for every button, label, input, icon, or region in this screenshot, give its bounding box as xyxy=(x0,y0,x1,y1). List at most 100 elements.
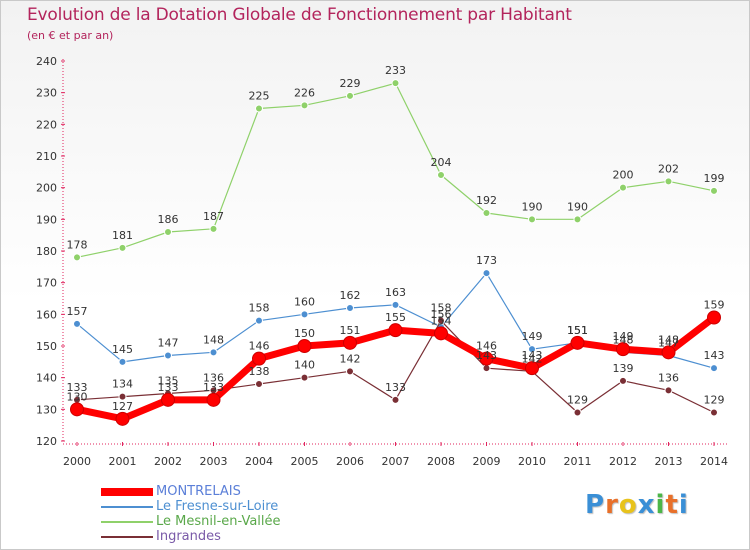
chart-data-labels: 178 181 186 187 225 226 229 233 204 192 190 190 200 2… xyxy=(67,64,725,413)
data-label: 163 xyxy=(385,286,406,299)
data-point xyxy=(206,392,221,407)
data-point xyxy=(297,339,312,353)
data-label: 127 xyxy=(112,400,133,413)
data-point xyxy=(616,342,630,357)
data-label: 160 xyxy=(294,295,315,308)
x-tick-label: 2010 xyxy=(518,455,546,468)
series-le-mesnil-en-vall-e xyxy=(73,79,718,262)
data-label: 129 xyxy=(704,394,725,407)
data-point xyxy=(525,361,539,376)
y-tick-label: 190 xyxy=(36,213,57,226)
data-label: 149 xyxy=(522,330,543,343)
data-point xyxy=(255,104,263,113)
data-label: 173 xyxy=(476,254,497,267)
data-point xyxy=(255,380,263,388)
data-label: 146 xyxy=(476,340,497,353)
data-point xyxy=(482,209,491,217)
data-point xyxy=(346,367,354,376)
y-tick-label: 150 xyxy=(36,340,57,353)
x-tick-label: 2000 xyxy=(63,455,91,468)
y-tick-label: 200 xyxy=(36,182,57,195)
legend-swatch xyxy=(101,521,153,523)
data-label: 136 xyxy=(658,371,679,384)
y-tick-label: 220 xyxy=(36,118,57,131)
data-label: 190 xyxy=(567,200,588,213)
data-point xyxy=(346,91,354,100)
chart-subtitle: (en € et par an) xyxy=(27,29,114,42)
x-tick-label: 2001 xyxy=(109,455,137,468)
data-point xyxy=(391,79,400,88)
y-tick-label: 140 xyxy=(36,372,57,385)
logo-letter: x xyxy=(637,490,656,520)
data-point xyxy=(482,364,491,373)
data-point xyxy=(437,316,445,325)
data-label: 159 xyxy=(704,299,725,312)
legend-swatch xyxy=(101,488,153,496)
legend-label: Ingrandes xyxy=(156,529,221,544)
data-point xyxy=(164,228,172,236)
data-label: 133 xyxy=(385,381,406,394)
data-label: 187 xyxy=(203,210,224,223)
data-point xyxy=(209,224,218,233)
data-point xyxy=(300,101,309,110)
legend-label: Le Mesnil-en-Vallée xyxy=(156,514,281,529)
data-label: 148 xyxy=(203,333,224,346)
legend-label: Le Fresne-sur-Loire xyxy=(156,499,279,514)
data-point xyxy=(528,345,536,354)
data-label: 158 xyxy=(249,302,270,315)
data-label: 133 xyxy=(158,381,179,394)
data-label: 178 xyxy=(67,238,88,251)
data-label: 154 xyxy=(431,314,452,327)
x-tick-label: 2014 xyxy=(700,455,728,468)
data-label: 156 xyxy=(431,308,452,321)
data-point xyxy=(528,215,536,224)
x-tick-label: 2012 xyxy=(609,455,637,468)
y-tick-label: 120 xyxy=(36,435,57,448)
data-point xyxy=(118,357,127,366)
chart-axes: 120 130 140 150 160 170 180 190 200 210 220 230 240 2… xyxy=(36,55,728,468)
data-point xyxy=(391,300,400,309)
data-point xyxy=(209,348,218,357)
data-label: 129 xyxy=(567,394,588,407)
data-point xyxy=(619,183,627,192)
data-label: 151 xyxy=(567,324,588,337)
data-label: 158 xyxy=(431,302,452,315)
logo-letter: i xyxy=(655,490,666,520)
data-label: 150 xyxy=(294,327,315,340)
data-label: 155 xyxy=(385,311,406,324)
y-tick-label: 210 xyxy=(36,150,57,163)
data-point xyxy=(479,351,494,366)
data-label: 139 xyxy=(613,362,634,375)
y-tick-label: 180 xyxy=(36,245,57,258)
logo-letter: r xyxy=(605,490,619,520)
data-label: 181 xyxy=(112,229,133,242)
data-label: 142 xyxy=(340,352,361,365)
data-point xyxy=(619,376,627,385)
data-point xyxy=(346,304,354,312)
series-montrelais xyxy=(70,310,721,426)
data-point xyxy=(118,243,127,252)
x-tick-label: 2013 xyxy=(655,455,683,468)
data-label: 148 xyxy=(658,333,679,346)
data-point xyxy=(115,411,130,426)
data-label: 142 xyxy=(522,352,543,365)
data-point xyxy=(707,310,721,325)
data-label: 147 xyxy=(658,337,679,350)
data-label: 149 xyxy=(613,330,634,343)
data-point xyxy=(482,269,491,278)
data-label: 229 xyxy=(340,77,361,90)
data-label: 192 xyxy=(476,194,497,207)
data-point xyxy=(252,351,266,366)
data-point xyxy=(664,177,673,186)
data-label: 147 xyxy=(158,337,179,350)
data-point xyxy=(434,326,448,341)
data-point xyxy=(118,392,127,401)
x-tick-label: 2002 xyxy=(154,455,182,468)
data-label: 226 xyxy=(294,86,315,99)
data-point xyxy=(661,345,676,360)
data-label: 133 xyxy=(67,381,88,394)
data-label: 145 xyxy=(112,343,133,356)
data-label: 140 xyxy=(294,359,315,372)
data-point xyxy=(710,186,718,195)
